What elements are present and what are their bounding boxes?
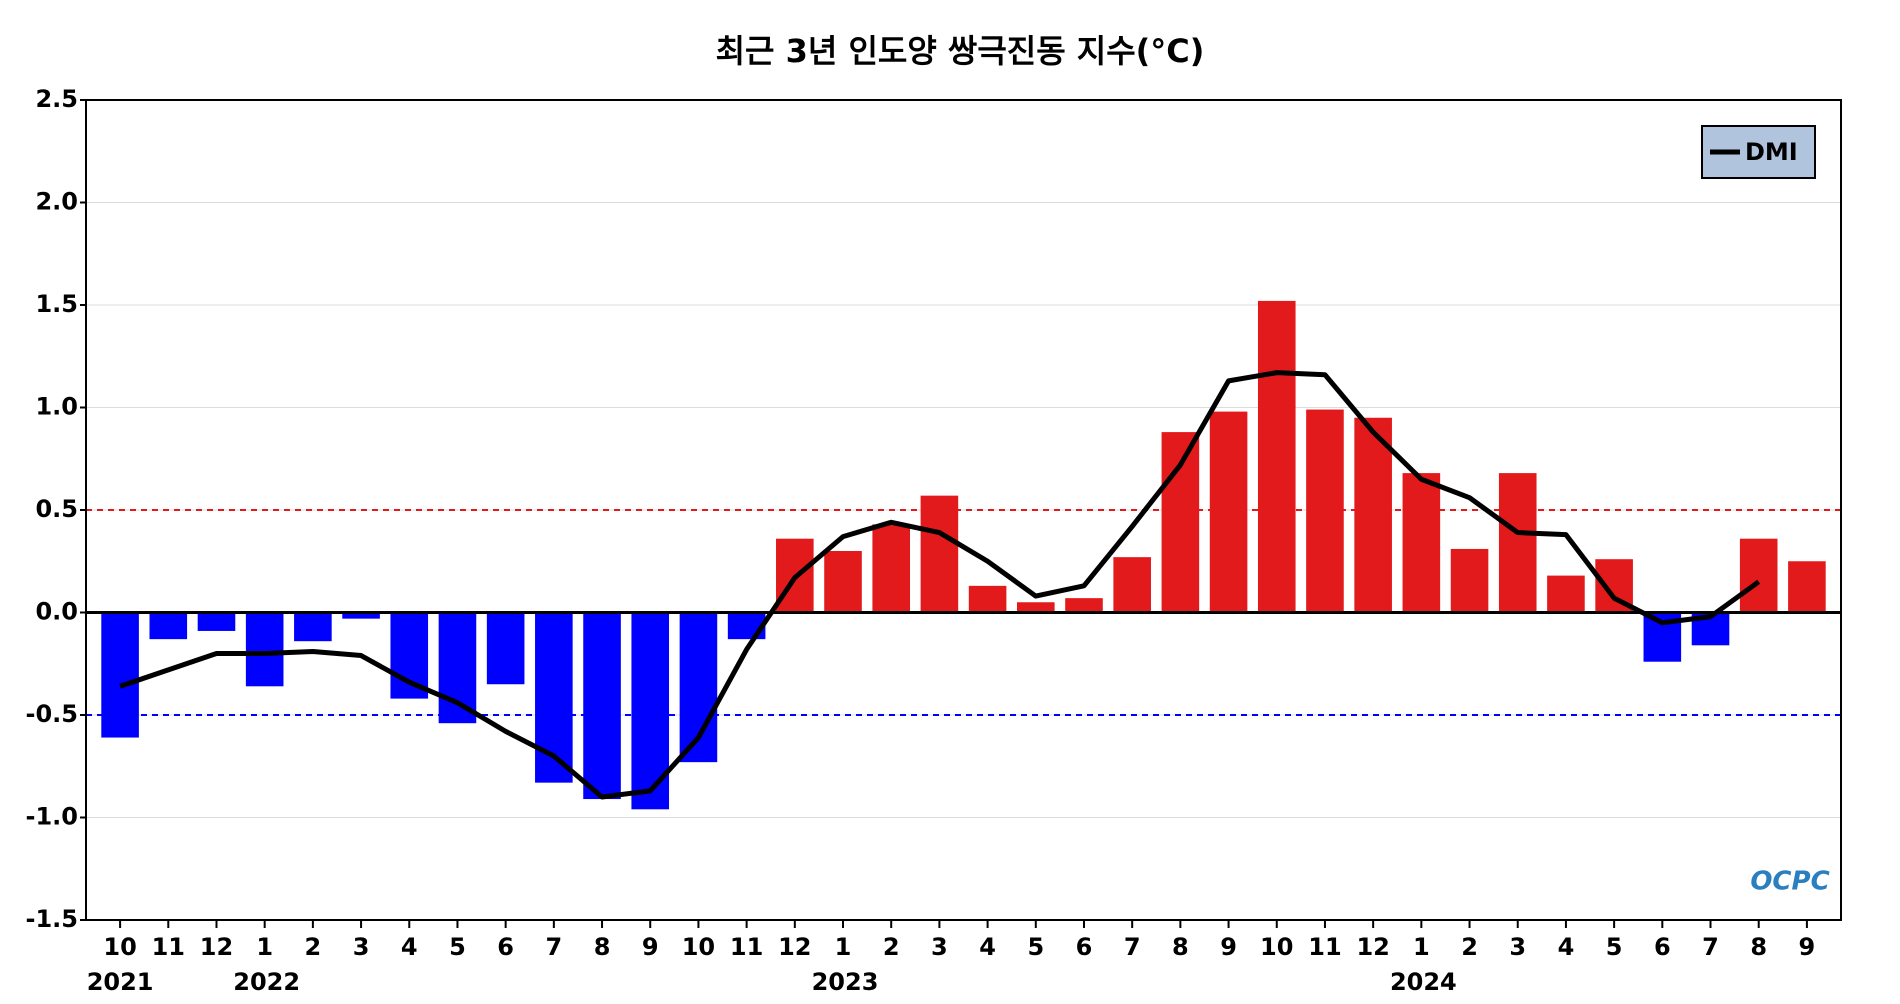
- logo: OCPC: [1750, 867, 1829, 897]
- x-tick-label: 3: [931, 933, 948, 961]
- plot-border: [85, 99, 1842, 921]
- x-tick-label: 6: [1076, 933, 1093, 961]
- bar: [1209, 411, 1248, 613]
- x-tick-label: 5: [449, 933, 466, 961]
- x-tick-label: 10: [103, 933, 136, 961]
- x-tick-label: 2: [1461, 933, 1478, 961]
- year-label: 2023: [812, 968, 879, 996]
- bar: [1402, 473, 1441, 613]
- bar: [1113, 557, 1151, 613]
- x-tick-label: 7: [1124, 933, 1141, 961]
- bar: [1354, 417, 1392, 613]
- x-tick-label: 3: [1509, 933, 1526, 961]
- x-tick-label: 1: [256, 933, 273, 961]
- bar: [824, 551, 862, 613]
- x-tick-label: 11: [152, 933, 185, 961]
- x-tick-label: 9: [1799, 933, 1816, 961]
- x-tick-label: 6: [1654, 933, 1671, 961]
- y-tick-label: 2.5: [35, 85, 78, 113]
- bar: [1257, 300, 1296, 613]
- x-tick-label: 3: [353, 933, 370, 961]
- bar: [920, 495, 959, 613]
- bar: [1450, 548, 1489, 613]
- x-tick-label: 5: [1027, 933, 1044, 961]
- line-series: [119, 370, 1761, 800]
- y-tick-label: 1.0: [35, 393, 78, 421]
- bar: [149, 612, 188, 640]
- x-tick-label: 4: [979, 933, 996, 961]
- x-tick-label: 7: [1702, 933, 1719, 961]
- y-tick-label: -0.5: [26, 700, 78, 728]
- x-tick-label: 2: [305, 933, 322, 961]
- y-tick-label: 0.0: [35, 598, 78, 626]
- bar: [1161, 432, 1200, 613]
- x-tick-label: 10: [682, 933, 715, 961]
- x-tick-label: 12: [1356, 933, 1389, 961]
- bar: [1788, 561, 1826, 613]
- x-tick-label: 2: [883, 933, 900, 961]
- bar: [101, 612, 139, 738]
- legend-label: DMI: [1745, 138, 1798, 166]
- y-tick-label: 0.5: [35, 495, 78, 523]
- bar: [245, 612, 284, 687]
- x-tick-label: 4: [1558, 933, 1575, 961]
- bar: [486, 612, 525, 685]
- year-label: 2021: [87, 968, 154, 996]
- y-tick-label: 1.5: [35, 290, 78, 318]
- y-tick-label: 2.0: [35, 188, 78, 216]
- year-label: 2022: [233, 968, 300, 996]
- bar: [1498, 473, 1537, 613]
- bar: [197, 612, 236, 631]
- year-label: 2024: [1390, 968, 1457, 996]
- legend: DMI: [1701, 125, 1816, 179]
- bar: [583, 612, 621, 800]
- x-tick-label: 8: [1750, 933, 1767, 961]
- bar: [1547, 575, 1585, 613]
- bar: [872, 524, 911, 613]
- x-tick-label: 5: [1606, 933, 1623, 961]
- bar: [1306, 409, 1344, 613]
- x-tick-label: 7: [545, 933, 562, 961]
- x-tick-label: 10: [1260, 933, 1293, 961]
- x-tick-label: 12: [200, 933, 233, 961]
- x-tick-label: 1: [1413, 933, 1430, 961]
- bar: [1739, 538, 1778, 613]
- x-tick-label: 9: [642, 933, 659, 961]
- bar: [294, 612, 332, 642]
- x-tick-label: 8: [1172, 933, 1189, 961]
- bar: [342, 612, 380, 619]
- x-tick-label: 1: [835, 933, 852, 961]
- x-tick-label: 4: [401, 933, 418, 961]
- chart-title: 최근 3년 인도양 쌍극진동 지수(°C): [716, 32, 1205, 70]
- x-tick-label: 11: [1308, 933, 1341, 961]
- x-tick-label: 6: [497, 933, 514, 961]
- x-tick-label: 9: [1220, 933, 1237, 961]
- x-tick-label: 12: [778, 933, 811, 961]
- x-tick-label: 8: [594, 933, 611, 961]
- bar: [968, 585, 1007, 613]
- y-tick-label: -1.5: [26, 905, 78, 933]
- bar: [1016, 602, 1055, 613]
- bar: [1065, 598, 1103, 613]
- y-tick-label: -1.0: [26, 803, 78, 831]
- bar: [438, 612, 477, 724]
- x-tick-label: 11: [730, 933, 763, 961]
